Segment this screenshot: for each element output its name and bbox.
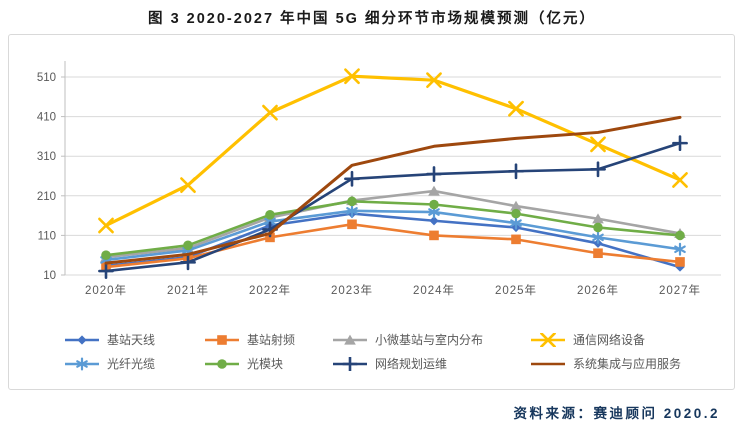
legend-label: 基站天线 [107, 333, 156, 347]
data-point-marker [101, 250, 111, 260]
data-point-marker [98, 217, 114, 234]
legend-label: 光模块 [247, 357, 284, 371]
legend-label: 网络规划运维 [375, 357, 448, 371]
legend-item: 基站射频 [203, 331, 331, 348]
data-point-marker [428, 208, 440, 216]
legend-item: 小微基站与室内分布 [331, 331, 529, 348]
data-point-marker [426, 72, 442, 89]
data-point-marker [675, 257, 685, 267]
chart-frame: 10 110 210 310 410 510 2020年 2021年 2022年 2023年 202… [8, 34, 735, 390]
x-tick-label: 2023年 [331, 283, 373, 297]
data-point-marker [180, 177, 196, 194]
data-point-marker [590, 136, 606, 153]
data-point-marker [429, 216, 439, 226]
data-point-marker [510, 219, 522, 227]
x-tick-label: 2024年 [413, 283, 455, 297]
data-point-marker [511, 234, 521, 245]
series-line [104, 223, 682, 269]
legend-marker-icon [333, 334, 367, 345]
series-line [104, 209, 682, 262]
y-tick-label: 110 [38, 230, 56, 242]
legend-marker-icon [205, 358, 239, 369]
legend-item: 光模块 [203, 355, 331, 372]
legend-item: 系统集成与应用服务 [529, 355, 734, 372]
legend-marker-icon [205, 334, 239, 345]
data-point-marker [265, 210, 275, 220]
data-point-marker [183, 240, 193, 251]
series-line [104, 115, 682, 265]
legend-marker-icon [531, 332, 565, 347]
series-line [104, 74, 682, 228]
y-tick-label: 310 [37, 151, 56, 163]
line-chart-plot-area: 10 110 210 310 410 510 2020年 2021年 2022年 2023年 202… [37, 61, 721, 297]
data-point-marker [347, 219, 357, 230]
data-point-marker [428, 185, 440, 196]
data-point-marker [217, 334, 227, 345]
x-tick-label: 2027年 [659, 283, 701, 297]
chart-legend: 基站天线 基站射频 小微基站与室内分布 通信网络设备光纤光缆 光模块 网络规划运维 系统集成… [9, 331, 734, 372]
legend-marker-icon [65, 334, 99, 345]
y-tick-label: 410 [37, 112, 56, 124]
data-point-marker [593, 248, 603, 259]
y-tick-label: 10 [43, 270, 56, 282]
y-tick-label: 210 [37, 191, 56, 203]
data-point-marker [672, 172, 688, 188]
data-point-marker [344, 334, 356, 345]
data-point-marker [347, 196, 357, 207]
series-line [104, 189, 682, 259]
legend-marker-icon [65, 356, 99, 370]
x-tick-label: 2020年 [85, 283, 127, 297]
x-tick-label: 2021年 [167, 283, 209, 297]
legend-item: 光纤光缆 [63, 355, 203, 372]
legend-item: 基站天线 [63, 331, 203, 348]
legend-label: 小微基站与室内分布 [375, 333, 484, 347]
legend-item: 通信网络设备 [529, 331, 734, 348]
data-point-marker [429, 199, 439, 210]
data-point-marker [593, 222, 603, 233]
data-point-marker [264, 217, 276, 226]
data-point-marker [346, 207, 358, 215]
data-point-marker [540, 332, 556, 347]
data-point-marker [675, 230, 685, 241]
data-point-marker [429, 230, 439, 241]
data-point-marker [511, 208, 521, 219]
legend-label: 系统集成与应用服务 [573, 357, 682, 371]
y-tick-label: 510 [37, 72, 56, 84]
series-line [104, 141, 682, 273]
data-point-marker [508, 100, 524, 117]
series-line [104, 200, 682, 257]
x-tick-label: 2026年 [577, 283, 619, 297]
legend-label: 光纤光缆 [107, 357, 156, 371]
data-point-marker [77, 334, 87, 345]
data-point-marker [674, 245, 686, 254]
data-point-marker [217, 358, 227, 369]
x-tick-label: 2022年 [249, 283, 291, 297]
data-point-marker [510, 200, 522, 211]
source-note: 资料来源：赛迪顾问 2020.2 [513, 406, 720, 421]
data-point-marker [592, 213, 604, 224]
data-point-marker [344, 68, 360, 85]
data-point-marker [265, 232, 275, 243]
data-point-marker [262, 104, 278, 121]
chart-title: 图 3 2020-2027 年中国 5G 细分环节市场规模预测（亿元） [148, 11, 596, 27]
legend-label: 通信网络设备 [573, 333, 646, 347]
x-tick-label: 2025年 [495, 283, 537, 297]
legend-label: 基站射频 [247, 333, 296, 347]
data-point-marker [76, 359, 88, 368]
legend-marker-icon [333, 356, 367, 371]
data-point-marker [592, 233, 604, 242]
legend-marker-icon [531, 362, 565, 365]
legend-item: 网络规划运维 [331, 355, 529, 372]
